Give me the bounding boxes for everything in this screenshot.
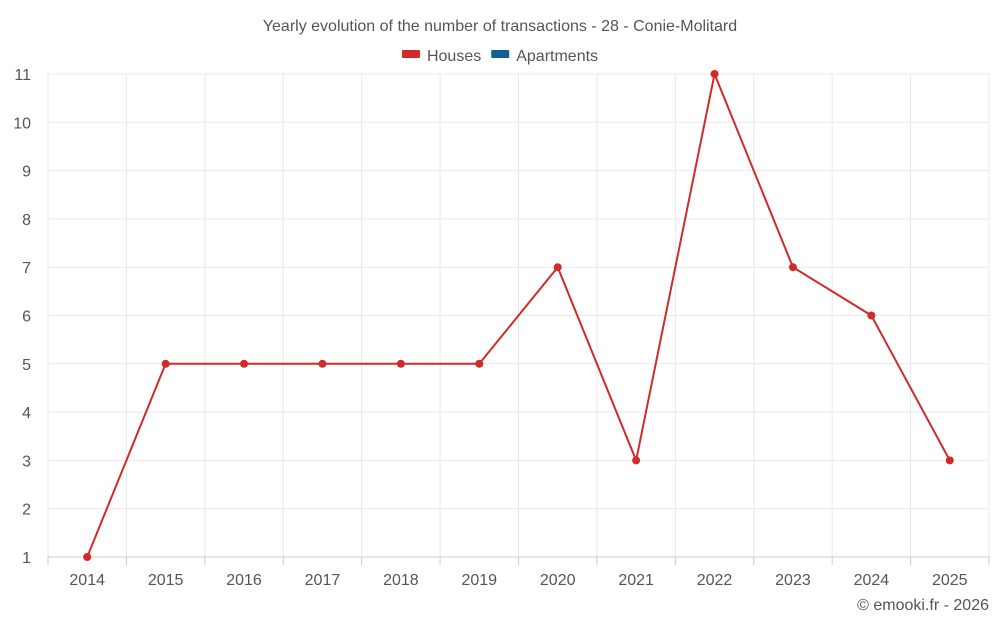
x-tick-label: 2023 — [775, 572, 811, 589]
x-tick-label: 2014 — [69, 572, 105, 589]
x-tick-label: 2020 — [540, 572, 576, 589]
x-tick-label: 2022 — [697, 572, 733, 589]
x-tick-label: 2025 — [932, 572, 968, 589]
data-point[interactable] — [240, 359, 249, 368]
legend-label: Apartments — [516, 48, 598, 65]
data-point[interactable] — [83, 553, 92, 561]
axes: 1 2 3 4 5 6 7 8 9 10 11 2014 2015 2016 2017 2018 2019 202… — [13, 67, 990, 589]
data-point[interactable] — [945, 456, 954, 465]
y-tick-label: 3 — [22, 453, 31, 470]
legend-item-apartments[interactable]: Apartments — [491, 48, 598, 65]
x-tick-label: 2016 — [226, 572, 262, 589]
y-tick-label: 10 — [13, 115, 31, 132]
data-point[interactable] — [710, 70, 719, 78]
data-point[interactable] — [867, 311, 876, 320]
y-tick-label: 8 — [22, 212, 31, 229]
y-tick-label: 2 — [22, 502, 31, 519]
data-point[interactable] — [161, 359, 170, 368]
legend-swatch — [491, 50, 510, 58]
data-point[interactable] — [553, 263, 562, 272]
x-tick-label: 2019 — [461, 572, 497, 589]
data-point[interactable] — [788, 263, 797, 272]
y-tick-label: 11 — [14, 67, 31, 84]
y-tick-label: 5 — [22, 357, 31, 374]
data-point[interactable] — [318, 359, 327, 368]
chart-title: Yearly evolution of the number of transa… — [263, 18, 737, 35]
data-point[interactable] — [475, 359, 484, 368]
legend-swatch — [401, 50, 420, 58]
credit-text: © emooki.fr - 2026 — [857, 597, 989, 614]
x-tick-label: 2021 — [618, 572, 654, 589]
y-tick-label: 7 — [22, 260, 31, 277]
x-tick-label: 2015 — [148, 572, 184, 589]
data-point[interactable] — [396, 359, 405, 368]
y-tick-label: 9 — [22, 164, 31, 181]
y-tick-label: 1 — [22, 550, 31, 567]
y-tick-label: 4 — [22, 405, 31, 422]
series-line-houses — [86, 70, 951, 558]
x-tick-label: 2018 — [383, 572, 419, 589]
series-layer — [83, 70, 954, 561]
data-point[interactable] — [632, 456, 641, 465]
legend-item-houses[interactable]: Houses — [401, 48, 481, 65]
legend-label: Houses — [427, 48, 481, 65]
x-tick-label: 2024 — [854, 572, 890, 589]
legend: Houses Apartments — [401, 48, 598, 65]
x-tick-label: 2017 — [305, 572, 341, 589]
y-tick-label: 6 — [22, 309, 31, 326]
